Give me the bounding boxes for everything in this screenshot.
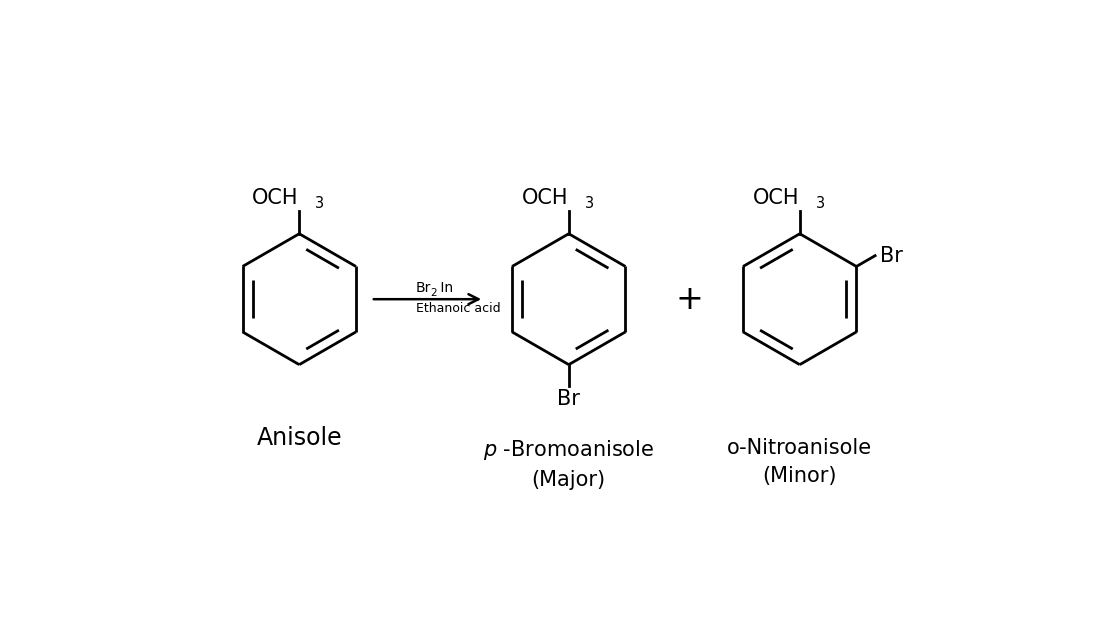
Text: In: In (436, 280, 452, 295)
Text: Anisole: Anisole (256, 426, 342, 450)
Text: $_3$: $_3$ (314, 191, 325, 210)
Text: $_3$: $_3$ (815, 191, 825, 210)
Text: Ethanoic acid: Ethanoic acid (416, 302, 500, 316)
Text: OCH: OCH (253, 188, 298, 208)
Text: o-Nitroanisole
(Minor): o-Nitroanisole (Minor) (728, 438, 873, 486)
Text: OCH: OCH (522, 188, 568, 208)
Text: $_3$: $_3$ (583, 191, 594, 210)
Text: Br: Br (879, 245, 903, 265)
Text: +: + (675, 283, 703, 316)
Text: $\it{p}$ -Bromoanisole
(Major): $\it{p}$ -Bromoanisole (Major) (484, 438, 654, 490)
Text: Br: Br (558, 389, 580, 409)
Text: OCH: OCH (753, 188, 800, 208)
Text: 2: 2 (430, 288, 437, 297)
Text: Br: Br (416, 280, 431, 295)
